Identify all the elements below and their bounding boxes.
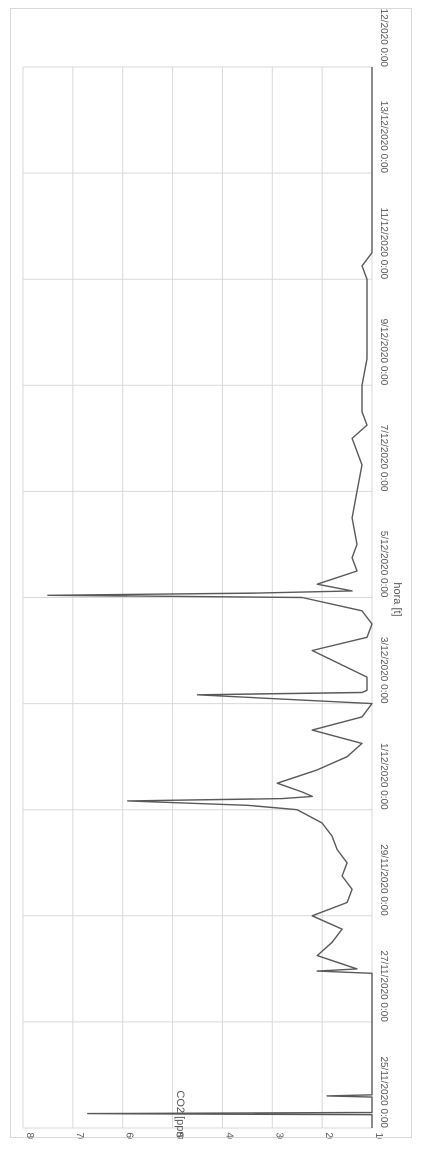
time-tick-label: 5/12/2020 0:00 (378, 531, 389, 598)
value-tick-label: 30 (273, 1132, 284, 1139)
chart-frame: 10 20 30 40 50 60 70 80 25/11/2020 0:00 27/11/202… (10, 8, 412, 1139)
value-tick-label: 10 (373, 1132, 384, 1139)
time-tick-label: 7/12/2020 0:00 (378, 425, 389, 492)
time-tick-label: 15/12/2020 0:00 (378, 9, 389, 67)
value-tick-label: 50 (174, 1132, 185, 1139)
time-tick-label: 9/12/2020 0:00 (378, 319, 389, 386)
time-tick-label: 13/12/2020 0:00 (378, 101, 389, 174)
co2-series-line (47, 67, 373, 1128)
time-tick-label: 1/12/2020 0:00 (378, 743, 389, 810)
value-tick-label: 20 (323, 1132, 334, 1139)
time-tick-label: 27/11/2020 0:00 (378, 950, 389, 1022)
time-tick-label: 25/11/2020 0:00 (378, 1056, 389, 1128)
time-tick-label: 11/12/2020 0:00 (378, 208, 389, 280)
value-axis-title: CO2 [ppm] (174, 1090, 186, 1139)
time-tick-label: 3/12/2020 0:00 (378, 637, 389, 704)
value-tick-label: 80 (24, 1132, 35, 1139)
time-axis-title: hora [t] (391, 582, 403, 616)
co2-line-chart: 10 20 30 40 50 60 70 80 25/11/2020 0:00 27/11/202… (22, 9, 403, 1139)
value-tick-label: 40 (223, 1132, 234, 1139)
value-tick-label: 70 (74, 1132, 85, 1139)
time-tick-label: 29/11/2020 0:00 (378, 844, 389, 916)
value-tick-label: 60 (124, 1132, 135, 1139)
